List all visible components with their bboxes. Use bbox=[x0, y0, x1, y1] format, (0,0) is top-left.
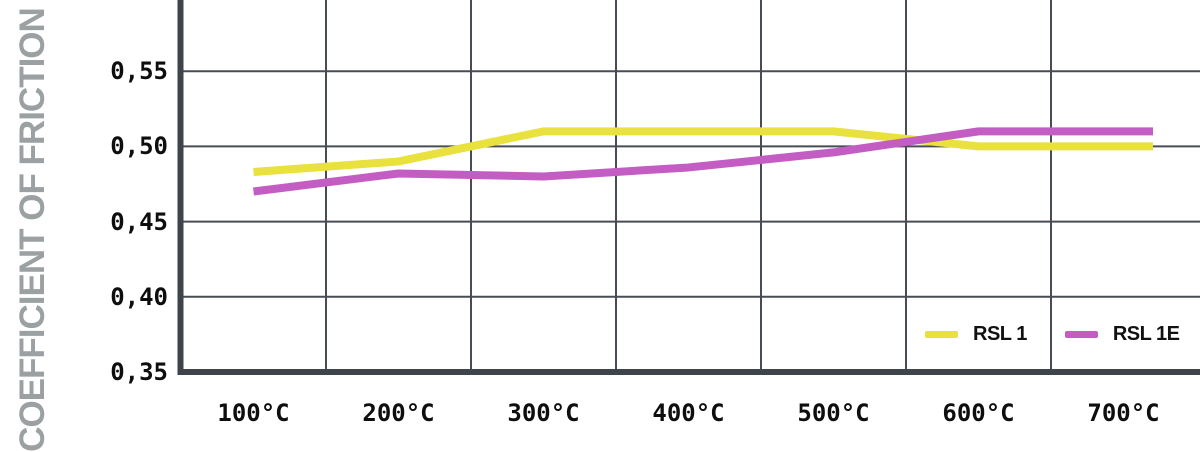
y-tick-label: 0,45 bbox=[110, 207, 168, 236]
y-tick-label: 0,35 bbox=[110, 358, 168, 386]
x-tick-label: 700°C bbox=[1087, 399, 1160, 427]
series-line-rsl-1e bbox=[253, 127, 1153, 196]
x-tick-label: 500°C bbox=[797, 399, 870, 427]
legend-swatch bbox=[925, 331, 958, 338]
x-tick-label: 200°C bbox=[362, 399, 435, 427]
x-tick-label: 400°C bbox=[652, 399, 725, 427]
y-tick-label: 0,55 bbox=[110, 57, 168, 86]
legend-item-rsl-1e: RSL 1E bbox=[1064, 323, 1180, 346]
series-line-rsl-1 bbox=[253, 127, 1153, 176]
x-tick-label: 100°C bbox=[217, 399, 290, 427]
x-tick-label: 300°C bbox=[507, 399, 580, 427]
y-tick-label: 0,40 bbox=[110, 282, 168, 311]
legend-item-rsl-1: RSL 1 bbox=[925, 323, 1027, 346]
legend-label: RSL 1 bbox=[973, 323, 1027, 345]
x-tick-label: 600°C bbox=[942, 399, 1015, 427]
y-tick-label: 0,50 bbox=[110, 132, 168, 161]
legend-swatch bbox=[1064, 331, 1098, 338]
legend: RSL 1 RSL 1E bbox=[925, 321, 1180, 348]
legend-label: RSL 1E bbox=[1112, 323, 1180, 345]
